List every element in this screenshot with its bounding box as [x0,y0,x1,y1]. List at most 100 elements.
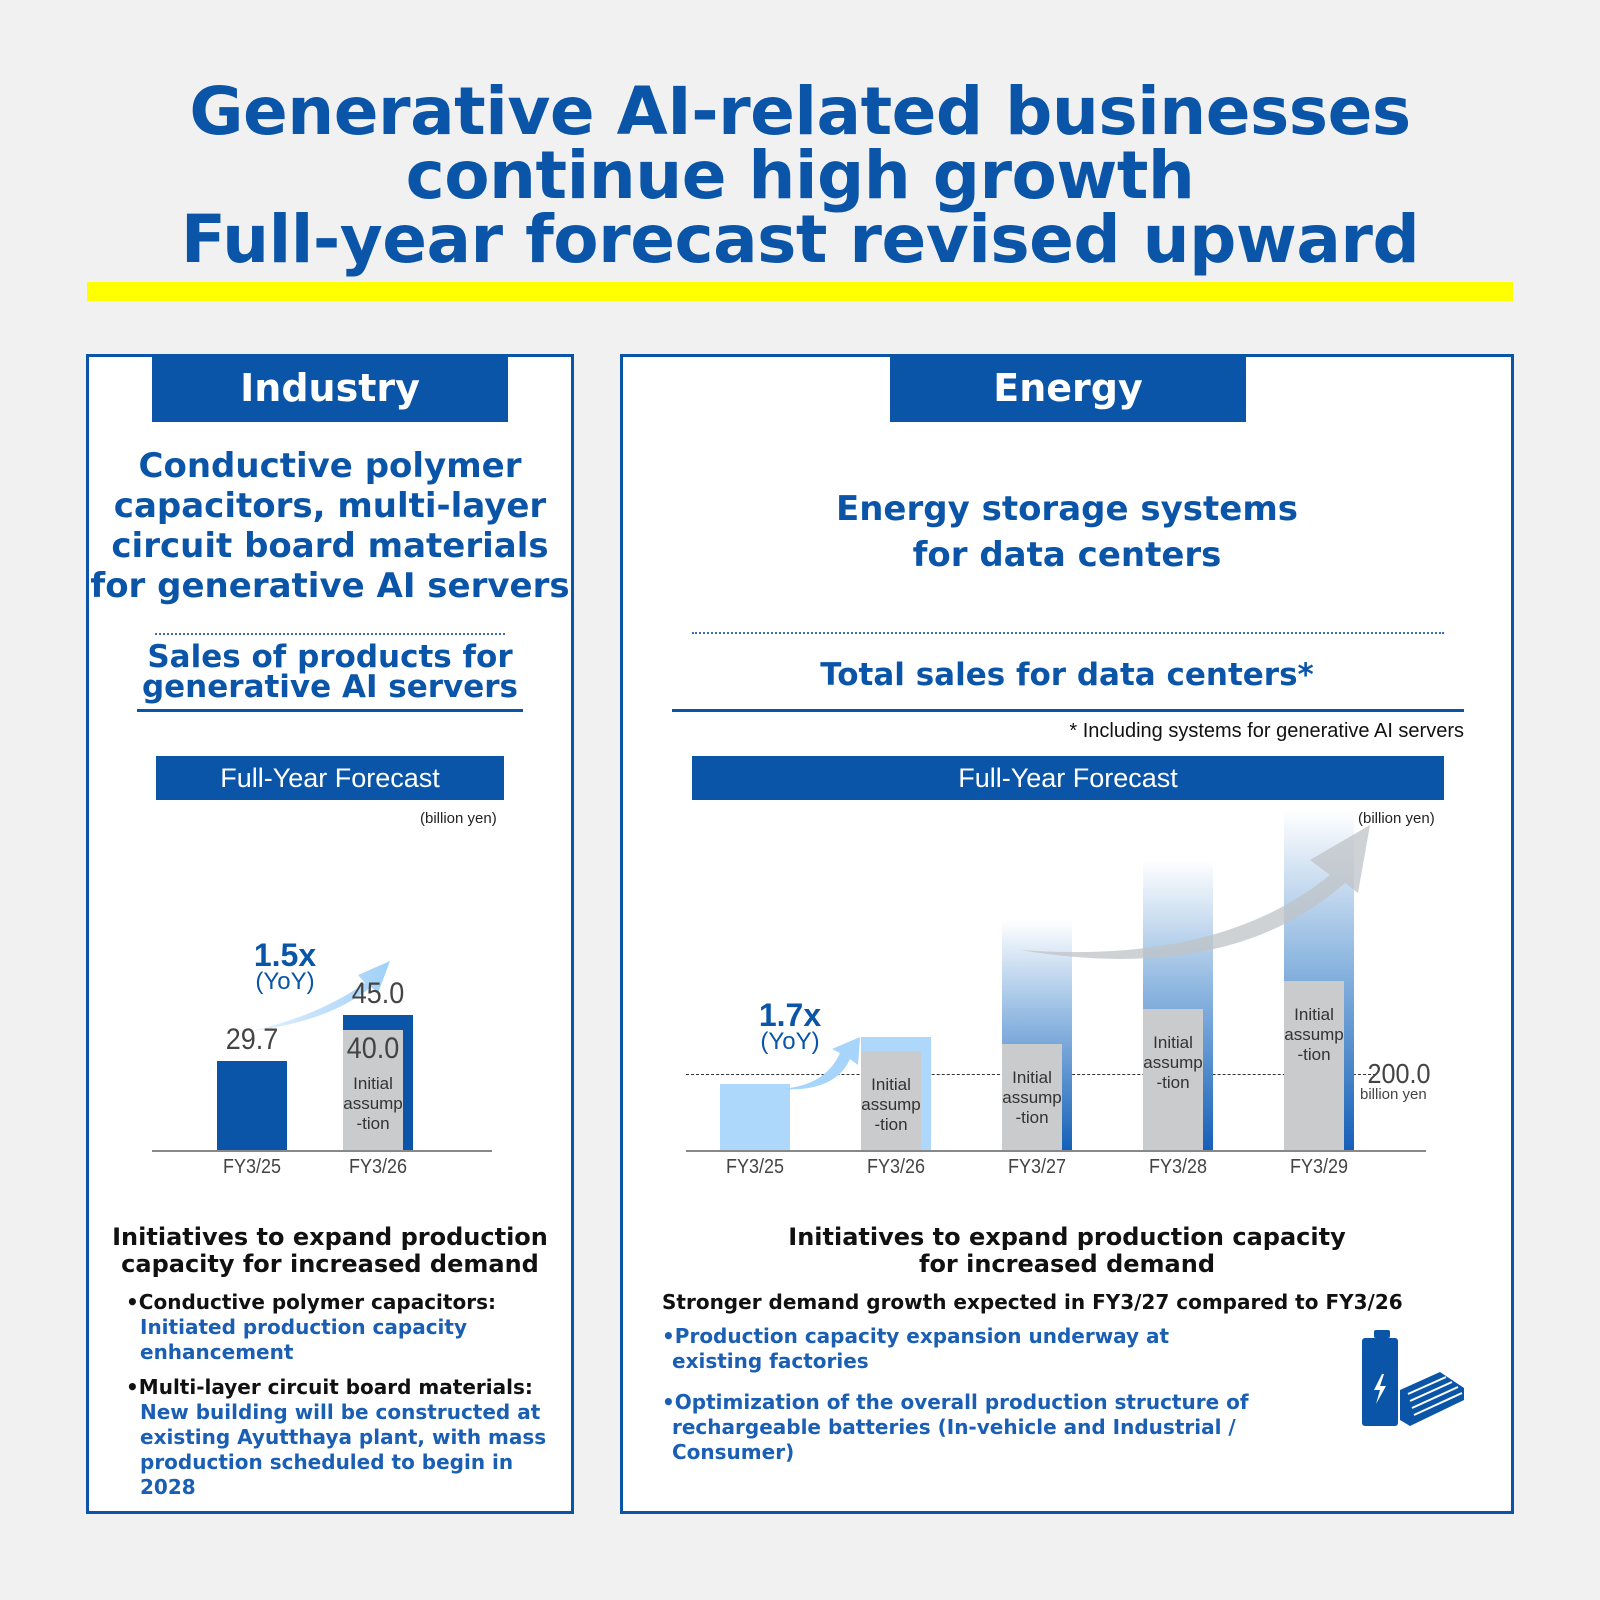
subtitle-line: Energy storage systems [835,489,1298,529]
reference-unit: billion yen [1360,1086,1427,1103]
initial-value-label: 40.0 [346,1032,400,1065]
bullet-body: Initiated production capacity enhancemen… [126,1315,566,1365]
x-tick-label: FY3/26 [866,1156,926,1178]
x-tick-label: FY3/28 [1148,1156,1208,1178]
bullet-line: existing factories [672,1349,869,1373]
reference-value: 200.0 [1367,1058,1431,1089]
title-line: capacity for increased demand [121,1250,539,1278]
bullet-line: production scheduled to begin in 2028 [140,1450,514,1499]
metric-underline [672,709,1464,712]
label-line: -tion [874,1115,908,1135]
label-line: Initial [1294,1004,1334,1024]
bullet-line: existing Ayutthaya plant, with mass [140,1425,547,1449]
label-line: assump [1002,1087,1062,1107]
label-line: -tion [1156,1073,1190,1093]
label-line: assump [1143,1053,1203,1073]
initial-assumption-label: Initial assump -tion [857,1075,925,1135]
initial-assumption-label: Initial assump -tion [343,1074,403,1134]
label-line: assump [1284,1024,1344,1044]
divider [692,632,1444,634]
industry-bullets: •Conductive polymer capacitors: Initiate… [126,1290,566,1500]
metric-line: Sales of products for [147,639,513,675]
label-line: Initial [1012,1067,1052,1087]
battery-module-icon [1400,1372,1464,1426]
divider [155,633,505,635]
industry-tag: Industry [152,356,508,422]
subtitle-line: Conductive polymer [138,446,522,486]
industry-yoy: 1.5x (YoY) [230,937,340,995]
bullet-head-text: Multi-layer circuit board materials: [138,1375,533,1399]
industry-initiatives-title: Initiatives to expand production capacit… [90,1224,570,1278]
bullet: •Production capacity expansion underway … [662,1324,1170,1348]
energy-lead: Stronger demand growth expected in FY3/2… [662,1290,1403,1314]
bullet-line: New building will be constructed at [140,1400,541,1424]
label-line: Initial [1153,1033,1193,1053]
initial-assumption-label: Initial assump -tion [1280,1005,1348,1065]
growth-arrow-icon [252,961,390,1031]
initial-assumption-bar [343,1030,403,1150]
headline-line-1: Generative AI-related businesses [189,73,1411,150]
yoy-sub: (YoY) [760,1028,820,1055]
energy-subtitle: Energy storage systems for data centers [620,486,1514,578]
industry-chart: 29.7 FY3/25 45.0 40.0 Initial assump -tion FY3/… [152,880,505,1200]
energy-yoy: 1.7x (YoY) [735,997,845,1055]
energy-metric: Total sales for data centers* [820,657,1314,693]
x-tick-label: FY3/27 [1007,1156,1067,1178]
bar [720,1083,790,1150]
yoy-sub: (YoY) [255,968,315,995]
unit-label: (billion yen) [1358,810,1435,827]
bullet-line: Production capacity expansion underway a… [674,1324,1170,1348]
energy-bullets: •Production capacity expansion underway … [662,1324,1342,1465]
industry-panel [86,354,574,1514]
label-line: -tion [1015,1107,1049,1127]
label-line: assump [343,1094,403,1113]
initial-assumption-bar [861,1051,921,1150]
title-line: Initiatives to expand production capacit… [788,1223,1346,1251]
x-axis [686,1150,1426,1152]
industry-metric: Sales of products for generative AI serv… [100,639,560,705]
growth-arrow-large-icon [1020,825,1370,959]
x-tick-label: FY3/29 [1289,1156,1349,1178]
yoy-value: 1.7x [758,997,822,1033]
industry-subtitle: Conductive polymer capacitors, multi-lay… [90,446,570,606]
initial-assumption-bar [1143,1009,1203,1150]
metric-underline [137,709,523,712]
yoy-value: 1.5x [253,937,317,973]
headline: Generative AI-related businesses continu… [0,73,1600,278]
bullet-head: •Conductive polymer capacitors: [126,1290,496,1314]
label-line: -tion [356,1114,390,1133]
headline-line-2: continue high growth [405,137,1195,214]
highlight-bar [87,282,1513,301]
bullet: •Optimization of the overall production … [662,1390,1249,1414]
bar [217,1060,287,1150]
metric-line: generative AI servers [141,669,519,705]
x-tick-label: FY3/26 [348,1156,408,1178]
title-line: for increased demand [919,1250,1215,1278]
x-tick-label: FY3/25 [725,1156,785,1178]
energy-initiatives-title: Initiatives to expand production capacit… [620,1224,1514,1278]
battery-icon [1362,1330,1464,1426]
subtitle-line: for generative AI servers [90,566,570,606]
bullet-line: Initiated production capacity [140,1315,468,1339]
headline-line-3: Full-year forecast revised upward [180,201,1420,278]
bullet-line: rechargeable batteries (In-vehicle and I… [672,1415,1236,1464]
initial-assumption-label: Initial assump -tion [998,1068,1066,1128]
title-line: Initiatives to expand production [112,1223,548,1251]
initial-assumption-label: Initial assump -tion [1139,1033,1207,1093]
subtitle-line: capacitors, multi-layer [113,486,547,526]
x-axis [152,1150,492,1152]
subtitle-line: circuit board materials [111,526,549,566]
bullet-line: enhancement [140,1340,294,1364]
bullet-line: Optimization of the overall production s… [674,1390,1249,1414]
label-line: Initial [353,1074,393,1093]
data-label: 29.7 [225,1022,279,1056]
growth-arrow-icon [778,1037,860,1090]
label-line: -tion [1297,1044,1331,1064]
forecast-label: Full-Year Forecast [692,756,1444,800]
energy-tag: Energy [890,356,1246,422]
bullet-head: •Multi-layer circuit board materials: [126,1375,533,1399]
forecast-label: Full-Year Forecast [156,756,504,800]
x-tick-label: FY3/25 [222,1156,282,1178]
bullet-head-text: Conductive polymer capacitors: [138,1290,496,1314]
bullet-body: New building will be constructed at exis… [126,1400,566,1500]
